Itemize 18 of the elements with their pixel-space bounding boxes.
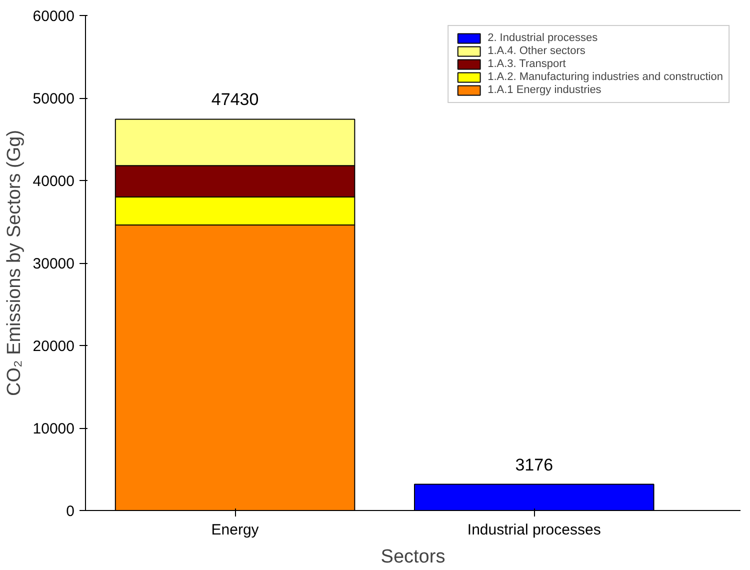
legend-label: 1.A.4. Other sectors — [488, 45, 586, 57]
legend-label: 2. Industrial processes — [488, 32, 598, 44]
legend-label: 1.A.3. Transport — [488, 58, 566, 70]
x-tick-label: Industrial processes — [467, 522, 601, 538]
y-axis-title: CO₂ Emissions by Sectors (Gg) — [4, 130, 25, 396]
legend-label: 1.A.2. Manufacturing industries and construction — [488, 71, 723, 83]
y-tick-label: 50000 — [32, 90, 75, 108]
y-tick-label: 10000 — [32, 420, 75, 438]
y-tick-label: 40000 — [32, 173, 75, 190]
total-label: 47430 — [211, 90, 259, 110]
legend-label: 1.A.1 Energy industries — [488, 84, 602, 96]
x-tick-label: Energy — [211, 522, 260, 538]
y-tick-label: 30000 — [32, 256, 75, 272]
y-tick-label: 60000 — [32, 8, 75, 25]
y-tick-label: 20000 — [32, 338, 75, 355]
y-tick-label: 0 — [66, 503, 74, 520]
total-label: 3176 — [515, 455, 554, 474]
x-axis-title: Sectors — [380, 546, 446, 568]
